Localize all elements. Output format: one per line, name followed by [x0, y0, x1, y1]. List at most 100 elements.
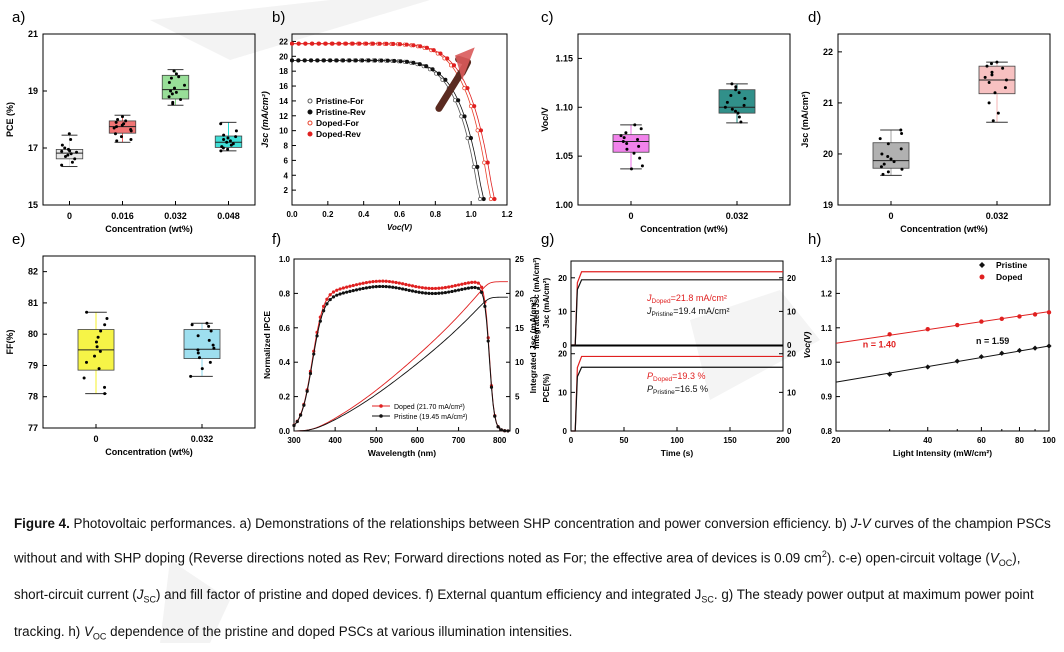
box-body	[183, 329, 221, 359]
jv-marker	[398, 59, 403, 64]
ipce-marker	[466, 281, 471, 285]
fit-label-doped: n = 1.40	[863, 340, 896, 350]
y-tick-label: 78	[28, 392, 38, 402]
ipce-marker	[312, 352, 316, 356]
ipce-marker	[292, 423, 296, 428]
jv-marker	[478, 128, 484, 133]
y-tick-label: 18	[279, 67, 288, 76]
legend-marker	[979, 274, 985, 280]
steady-label-pristine: PPristine=16.5 %	[647, 384, 708, 396]
jv-marker	[397, 42, 403, 47]
box-data-point	[736, 111, 740, 115]
caption-text: curves of the champion PSCs without and …	[14, 516, 1051, 566]
ipce-marker	[325, 302, 329, 306]
ipce-marker	[371, 285, 375, 289]
box-data-point	[734, 109, 738, 113]
ipce-marker	[295, 419, 299, 424]
caption-text: . g) The steady power output at maximum …	[14, 587, 1034, 639]
ipce-marker	[476, 281, 480, 285]
panel-label: h)	[808, 231, 821, 248]
y-tick-label: 1.0	[279, 255, 291, 264]
box-data-point	[880, 152, 884, 156]
box-data-point	[174, 72, 178, 76]
box-data-point	[98, 349, 102, 353]
jv-marker	[462, 114, 467, 119]
plot-frame	[577, 33, 791, 206]
x-tick-label: 0.032	[726, 211, 749, 221]
box-data-point	[983, 75, 987, 79]
box-data-point	[987, 80, 991, 84]
data-point	[1046, 310, 1052, 315]
box-data-point	[69, 137, 73, 141]
ipce-marker	[397, 281, 401, 285]
legend-marker	[379, 404, 383, 408]
ipce-marker	[335, 293, 339, 297]
box-data-point	[987, 101, 991, 105]
box-data-point	[172, 86, 176, 90]
fit-line	[835, 311, 1050, 344]
ipce-marker	[466, 286, 471, 290]
ipce-marker	[427, 291, 431, 295]
box-body	[612, 134, 650, 153]
x-tick-label: 0.032	[191, 434, 214, 444]
caption-voc: V	[83, 623, 93, 639]
y-tick-label: 10	[558, 388, 567, 397]
jv-marker	[360, 58, 365, 63]
y2-tick-label: 20	[515, 289, 524, 298]
legend-label: Doped	[996, 272, 1022, 282]
ipce-marker	[348, 284, 352, 288]
x-tick-label: 150	[723, 436, 737, 445]
panel-label: b)	[272, 9, 285, 26]
x-tick-label: 800	[493, 436, 507, 445]
ipce-marker	[387, 279, 392, 284]
box-data-point	[190, 323, 194, 327]
box-data-point	[103, 385, 107, 389]
ipce-marker	[391, 285, 395, 289]
jv-marker	[310, 41, 315, 46]
x-tick-label: 0.048	[217, 211, 240, 221]
jv-marker	[330, 41, 335, 46]
box-data-point	[886, 142, 890, 146]
y-axis-label: Voc(V)	[802, 332, 812, 359]
legend-marker	[307, 109, 313, 115]
ipce-marker	[325, 297, 329, 301]
ipce-marker	[394, 286, 398, 290]
jv-marker	[302, 58, 307, 63]
jv-marker	[404, 42, 409, 47]
box-data-point	[900, 167, 904, 171]
box-data-point	[75, 150, 79, 154]
x-tick-label: 0.8	[430, 210, 442, 219]
box-data-point	[991, 119, 995, 123]
data-point	[1017, 314, 1022, 319]
x-axis-label: Voc(V)	[387, 223, 412, 232]
y-tick-label: 0.8	[279, 289, 291, 298]
box-data-point	[129, 137, 133, 141]
jv-marker	[443, 77, 448, 82]
box-data-point	[985, 64, 989, 68]
jv-marker	[357, 41, 362, 46]
box-data-point	[189, 374, 193, 378]
y-axis-label: Jsc (mA/cm²)	[260, 91, 270, 148]
box-data-point	[105, 317, 109, 321]
box-data-point	[226, 136, 230, 140]
caption-voc: V	[989, 550, 999, 566]
jv-marker	[411, 60, 416, 65]
x-tick-label: 0.2	[322, 210, 334, 219]
shift-arrow-head	[455, 47, 475, 81]
box-data-point	[996, 111, 1000, 115]
box-data-point	[742, 103, 746, 107]
ipce-marker	[499, 428, 503, 432]
y-tick-label: 80	[28, 329, 38, 339]
x-tick-label: 1.0	[466, 210, 478, 219]
ipce-marker	[417, 290, 421, 294]
box-data-point	[892, 160, 896, 164]
fit-line	[835, 345, 1050, 383]
ipce-marker	[463, 281, 467, 286]
y-tick-label: 0	[563, 427, 568, 436]
caption-figure-label: Figure 4.	[14, 516, 70, 531]
ipce-marker	[483, 304, 487, 308]
jv-marker	[353, 58, 358, 63]
box-data-point	[881, 172, 885, 176]
x-axis-label: Time (s)	[661, 448, 694, 458]
ipce-marker	[358, 282, 362, 286]
